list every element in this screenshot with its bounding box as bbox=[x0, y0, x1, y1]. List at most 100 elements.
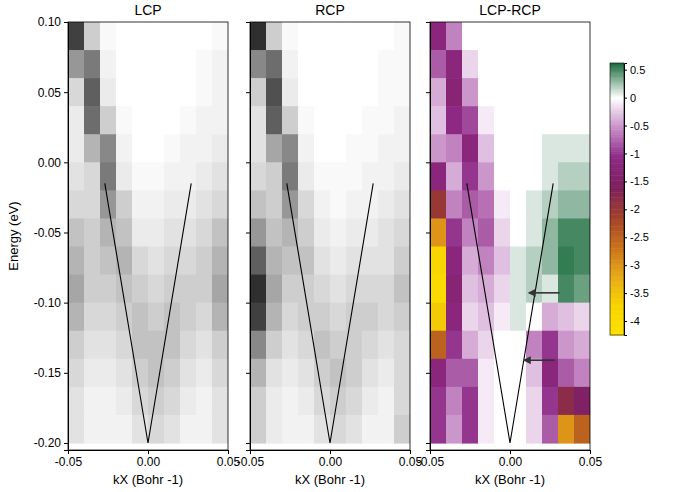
heatmap-cell bbox=[116, 106, 133, 135]
y-tick-label: -0.15 bbox=[34, 366, 62, 380]
colorbar-swatch bbox=[610, 63, 624, 65]
colorbar-tick-mark bbox=[624, 126, 627, 127]
heatmap-cell bbox=[212, 106, 228, 135]
heatmap-cell bbox=[282, 415, 299, 444]
colorbar-tick: -3 bbox=[624, 259, 640, 271]
heatmap-cell bbox=[494, 275, 511, 304]
y-tick-mark bbox=[426, 303, 430, 304]
y-tick-mark bbox=[64, 443, 68, 444]
heatmap-cell bbox=[100, 218, 117, 247]
heatmap-cell bbox=[494, 303, 511, 332]
heatmap-cell bbox=[378, 331, 395, 360]
heatmap-cell bbox=[314, 387, 331, 416]
colorbar-tick-label: -1.5 bbox=[630, 175, 649, 187]
heatmap-cell bbox=[68, 415, 85, 444]
heatmap-cell bbox=[430, 275, 447, 304]
heatmap-cell bbox=[164, 415, 181, 444]
heatmap-cell bbox=[196, 247, 213, 276]
heatmap-cell bbox=[346, 415, 363, 444]
x-axis: -0.050.000.05 bbox=[55, 450, 241, 469]
x-tick-label: 0.05 bbox=[579, 455, 603, 469]
heatmap-cell bbox=[526, 78, 543, 107]
heatmap-cell bbox=[510, 303, 527, 332]
colorbar-tick-mark bbox=[624, 321, 627, 322]
x-tick-mark bbox=[330, 450, 331, 454]
heatmap-cell bbox=[212, 275, 228, 304]
heatmap-cell bbox=[478, 303, 495, 332]
heatmap-cell bbox=[574, 134, 590, 163]
heatmap-cell bbox=[116, 303, 133, 332]
colorbar-tick: 0 bbox=[624, 92, 636, 104]
heatmap-cell bbox=[250, 50, 267, 79]
y-tick bbox=[246, 22, 250, 23]
heatmap-cell bbox=[446, 106, 463, 135]
heatmap-cell bbox=[362, 331, 379, 360]
heatmap-cell bbox=[542, 303, 559, 332]
heatmap-cell bbox=[362, 247, 379, 276]
heatmap-cell bbox=[68, 190, 85, 219]
heatmap-cell bbox=[116, 50, 133, 79]
heatmap-cell bbox=[68, 303, 85, 332]
y-tick-mark bbox=[426, 232, 430, 233]
heatmap-cell bbox=[446, 303, 463, 332]
heatmap-cell bbox=[378, 162, 395, 191]
heatmap-cell bbox=[378, 218, 395, 247]
heatmap-cell bbox=[314, 190, 331, 219]
heatmap-cell bbox=[446, 359, 463, 388]
heatmap-cell bbox=[362, 190, 379, 219]
heatmap-cell bbox=[574, 50, 590, 79]
plot-frame bbox=[68, 22, 228, 450]
heatmap-cell bbox=[100, 78, 117, 107]
heatmap-cell bbox=[430, 218, 447, 247]
heatmap-cell bbox=[180, 78, 197, 107]
heatmap-cell bbox=[132, 247, 149, 276]
heatmap-cell bbox=[314, 162, 331, 191]
heatmap-cell bbox=[282, 331, 299, 360]
heatmap-cell bbox=[558, 22, 575, 51]
colorbar-tick-mark bbox=[624, 265, 627, 266]
heatmap-cell bbox=[266, 415, 283, 444]
y-tick-mark bbox=[426, 92, 430, 93]
heatmap-cell bbox=[132, 387, 149, 416]
heatmap-cell bbox=[574, 218, 590, 247]
heatmap-cell bbox=[542, 387, 559, 416]
heatmap-cell bbox=[494, 50, 511, 79]
heatmap-cell bbox=[574, 190, 590, 219]
heatmap-cell bbox=[148, 78, 165, 107]
heatmap-cell bbox=[212, 190, 228, 219]
heatmap-cell bbox=[330, 359, 347, 388]
heatmap-cell bbox=[164, 78, 181, 107]
heatmap-cell bbox=[68, 78, 85, 107]
colorbar-tick-mark bbox=[624, 153, 627, 154]
heatmap-cell bbox=[298, 218, 315, 247]
heatmap-cell bbox=[212, 387, 228, 416]
colorbar-tick-mark bbox=[624, 293, 627, 294]
y-tick: 0.05 bbox=[38, 86, 68, 100]
y-tick-mark bbox=[426, 162, 430, 163]
heatmap-cell bbox=[526, 303, 543, 332]
heatmap-cell bbox=[266, 22, 283, 51]
heatmap-cell bbox=[526, 22, 543, 51]
y-tick bbox=[426, 303, 430, 304]
heatmap-cell bbox=[180, 190, 197, 219]
heatmap-cell bbox=[394, 50, 410, 79]
heatmap-cell bbox=[68, 359, 85, 388]
x-tick-mark bbox=[148, 450, 149, 454]
heatmap-cell bbox=[84, 162, 101, 191]
x-tick: -0.05 bbox=[55, 450, 83, 469]
heatmap-cell bbox=[558, 162, 575, 191]
heatmap-cell bbox=[446, 331, 463, 360]
heatmap-cell bbox=[250, 359, 267, 388]
heatmap-cell bbox=[282, 162, 299, 191]
heatmap-cell bbox=[266, 78, 283, 107]
heatmap-cell bbox=[574, 22, 590, 51]
colorbar-tick-label: -2 bbox=[630, 203, 640, 215]
heatmap-cell bbox=[196, 359, 213, 388]
heatmap-cell bbox=[132, 162, 149, 191]
x-axis-line bbox=[69, 451, 229, 455]
heatmap-cell bbox=[250, 218, 267, 247]
y-tick-mark bbox=[246, 443, 250, 444]
heatmap-cell bbox=[446, 22, 463, 51]
heatmap-cell bbox=[116, 218, 133, 247]
heatmap-cell bbox=[574, 162, 590, 191]
